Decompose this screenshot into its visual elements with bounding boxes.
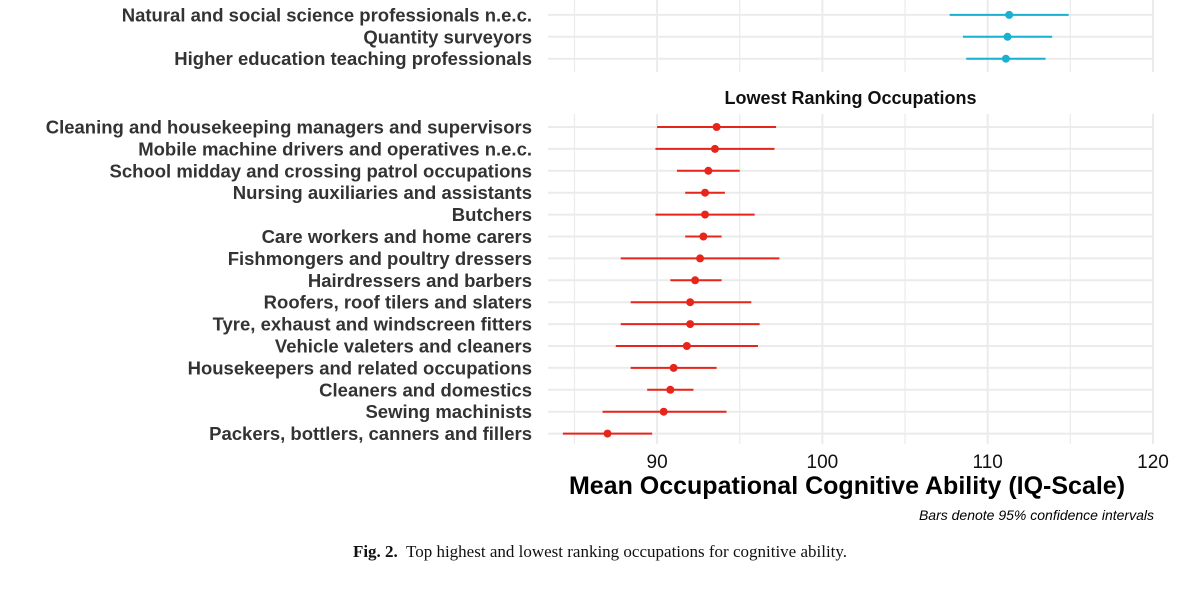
occupation-label: Tyre, exhaust and windscreen fitters: [213, 314, 532, 335]
mean-point: [691, 276, 700, 285]
occupation-label: Packers, bottlers, canners and fillers: [209, 423, 532, 444]
panel-highest: Natural and social science professionals…: [122, 0, 1154, 72]
mean-point: [659, 407, 668, 416]
caption-text: Top highest and lowest ranking occupatio…: [406, 542, 848, 561]
mean-point: [701, 210, 710, 219]
occupation-label: Mobile machine drivers and operatives n.…: [138, 138, 532, 159]
occupation-label: Butchers: [452, 204, 532, 225]
x-tick-label: 100: [807, 452, 839, 473]
occupation-label: Nursing auxiliaries and assistants: [233, 182, 532, 203]
occupation-label: Care workers and home carers: [262, 226, 532, 247]
mean-point: [699, 232, 708, 241]
occupation-label: School midday and crossing patrol occupa…: [110, 160, 532, 181]
occupation-label: Fishmongers and poultry dressers: [228, 248, 532, 269]
occupation-label: Roofers, roof tilers and slaters: [264, 292, 532, 313]
mean-point: [666, 385, 675, 394]
occupation-label: Housekeepers and related occupations: [188, 357, 532, 378]
mean-point: [1005, 10, 1014, 19]
mean-point: [701, 188, 710, 197]
mean-point: [686, 320, 695, 329]
occupation-label: Higher education teaching professionals: [174, 48, 532, 69]
mean-point: [682, 342, 691, 350]
mean-point: [712, 123, 721, 131]
mean-point: [710, 144, 719, 153]
panel-title: Lowest Ranking Occupations: [724, 88, 976, 108]
occupation-label: Vehicle valeters and cleaners: [275, 336, 532, 357]
x-tick-label: 120: [1137, 452, 1169, 473]
ci-note: Bars denote 95% confidence intervals: [919, 507, 1154, 523]
occupation-label: Hairdressers and barbers: [308, 270, 532, 291]
panel-lowest: Lowest Ranking Occupations Cleaning and h…: [46, 88, 1154, 444]
mean-point: [696, 254, 705, 263]
mean-point: [669, 363, 678, 372]
occupation-label: Natural and social science professionals…: [122, 4, 532, 25]
occupation-label: Cleaners and domestics: [319, 379, 532, 400]
mean-point: [603, 429, 612, 438]
mean-point: [686, 298, 695, 307]
x-axis-title: Mean Occupational Cognitive Ability (IQ-…: [569, 472, 1125, 500]
mean-point: [704, 166, 713, 175]
mean-point: [1001, 54, 1010, 63]
occupation-label: Quantity surveyors: [363, 26, 532, 47]
dot-interval-chart: Natural and social science professionals…: [46, 0, 1169, 523]
x-tick-label: 110: [973, 452, 1003, 473]
figure-caption: Fig. 2. Top highest and lowest ranking o…: [0, 542, 1200, 562]
caption-label: Fig. 2.: [352, 542, 398, 561]
x-tick-label: 90: [647, 452, 668, 473]
mean-point: [1003, 32, 1012, 41]
occupation-label: Sewing machinists: [365, 401, 532, 422]
occupation-label: Cleaning and housekeeping managers and s…: [46, 117, 532, 138]
